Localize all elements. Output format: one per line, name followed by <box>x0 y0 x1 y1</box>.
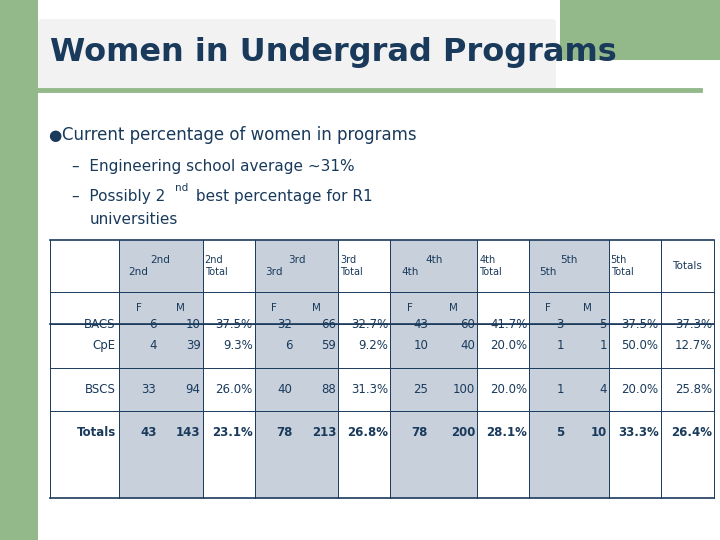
Text: –  Engineering school average ~31%: – Engineering school average ~31% <box>72 159 355 173</box>
Text: 50.0%: 50.0% <box>621 339 659 352</box>
Text: 78: 78 <box>412 426 428 439</box>
Text: 39: 39 <box>186 339 201 352</box>
Text: 1: 1 <box>557 383 564 396</box>
Text: –  Possibly 2: – Possibly 2 <box>72 190 166 205</box>
Text: 43: 43 <box>140 426 156 439</box>
Text: M: M <box>449 303 458 313</box>
Text: Current percentage of women in programs: Current percentage of women in programs <box>62 126 417 144</box>
Text: 10: 10 <box>413 339 428 352</box>
Text: 28.1%: 28.1% <box>487 426 527 439</box>
Text: best percentage for R1: best percentage for R1 <box>191 190 373 205</box>
Text: BSCS: BSCS <box>85 383 116 396</box>
Text: BACS: BACS <box>84 318 116 330</box>
Text: 37.5%: 37.5% <box>621 318 659 330</box>
Bar <box>158 240 202 498</box>
Text: 3rd: 3rd <box>288 255 305 265</box>
Text: 100: 100 <box>453 383 475 396</box>
Text: 23.1%: 23.1% <box>212 426 253 439</box>
Text: 40: 40 <box>277 383 292 396</box>
Text: 2nd
Total: 2nd Total <box>204 255 228 277</box>
Text: 94: 94 <box>186 383 201 396</box>
Text: 2nd: 2nd <box>129 267 148 277</box>
Bar <box>255 240 294 498</box>
Text: 33.3%: 33.3% <box>618 426 659 439</box>
Text: 25.8%: 25.8% <box>675 383 712 396</box>
Text: 20.0%: 20.0% <box>621 383 659 396</box>
Text: 4th: 4th <box>426 255 443 265</box>
Bar <box>560 0 720 60</box>
Bar <box>529 240 566 498</box>
Bar <box>119 240 158 498</box>
Text: 9.2%: 9.2% <box>359 339 388 352</box>
Bar <box>390 240 430 498</box>
Text: 3rd: 3rd <box>266 267 283 277</box>
Text: M: M <box>312 303 321 313</box>
Text: 40: 40 <box>461 339 475 352</box>
Text: 20.0%: 20.0% <box>490 383 527 396</box>
Text: 1: 1 <box>557 339 564 352</box>
Text: 4: 4 <box>599 383 607 396</box>
Text: 37.5%: 37.5% <box>215 318 253 330</box>
Bar <box>294 240 338 498</box>
FancyBboxPatch shape <box>38 19 556 89</box>
Text: 6: 6 <box>149 318 156 330</box>
Text: 78: 78 <box>276 426 292 439</box>
Text: Totals: Totals <box>76 426 116 439</box>
Text: 37.3%: 37.3% <box>675 318 712 330</box>
Text: 4: 4 <box>149 339 156 352</box>
Text: 26.0%: 26.0% <box>215 383 253 396</box>
Text: 25: 25 <box>413 383 428 396</box>
Text: F: F <box>271 303 277 313</box>
Text: 12.7%: 12.7% <box>675 339 712 352</box>
Text: 32.7%: 32.7% <box>351 318 388 330</box>
Bar <box>0 0 38 540</box>
Text: 20.0%: 20.0% <box>490 339 527 352</box>
Text: 88: 88 <box>322 383 336 396</box>
Text: F: F <box>408 303 413 313</box>
Text: 5th: 5th <box>560 255 577 265</box>
Text: 10: 10 <box>186 318 201 330</box>
Text: 143: 143 <box>176 426 201 439</box>
Text: CpE: CpE <box>93 339 116 352</box>
Text: 200: 200 <box>451 426 475 439</box>
Text: F: F <box>135 303 141 313</box>
Bar <box>566 240 608 498</box>
Text: 33: 33 <box>142 383 156 396</box>
Text: 5th: 5th <box>539 267 557 277</box>
Text: 2nd: 2nd <box>150 255 171 265</box>
Text: 59: 59 <box>322 339 336 352</box>
Bar <box>430 240 477 498</box>
Text: 9.3%: 9.3% <box>222 339 253 352</box>
Text: 3: 3 <box>557 318 564 330</box>
Text: 5: 5 <box>556 426 564 439</box>
Text: 66: 66 <box>322 318 336 330</box>
Text: 5th
Total: 5th Total <box>611 255 634 277</box>
Text: M: M <box>583 303 592 313</box>
Text: 4th
Total: 4th Total <box>480 255 502 277</box>
Text: 32: 32 <box>277 318 292 330</box>
Text: 43: 43 <box>413 318 428 330</box>
Text: nd: nd <box>175 183 188 193</box>
Text: 26.4%: 26.4% <box>671 426 712 439</box>
Text: 6: 6 <box>284 339 292 352</box>
Text: 31.3%: 31.3% <box>351 383 388 396</box>
Text: 3rd
Total: 3rd Total <box>341 255 364 277</box>
Text: 5: 5 <box>599 318 607 330</box>
Text: 4th: 4th <box>402 267 419 277</box>
Text: 213: 213 <box>312 426 336 439</box>
Text: 10: 10 <box>590 426 607 439</box>
Text: 1: 1 <box>599 339 607 352</box>
Text: Women in Undergrad Programs: Women in Undergrad Programs <box>50 37 617 69</box>
Text: 26.8%: 26.8% <box>347 426 388 439</box>
Text: Totals: Totals <box>672 261 702 271</box>
Text: 60: 60 <box>461 318 475 330</box>
Text: M: M <box>176 303 185 313</box>
Text: universities: universities <box>90 213 179 227</box>
Text: F: F <box>545 303 551 313</box>
Text: ●: ● <box>48 127 61 143</box>
Text: 41.7%: 41.7% <box>490 318 527 330</box>
